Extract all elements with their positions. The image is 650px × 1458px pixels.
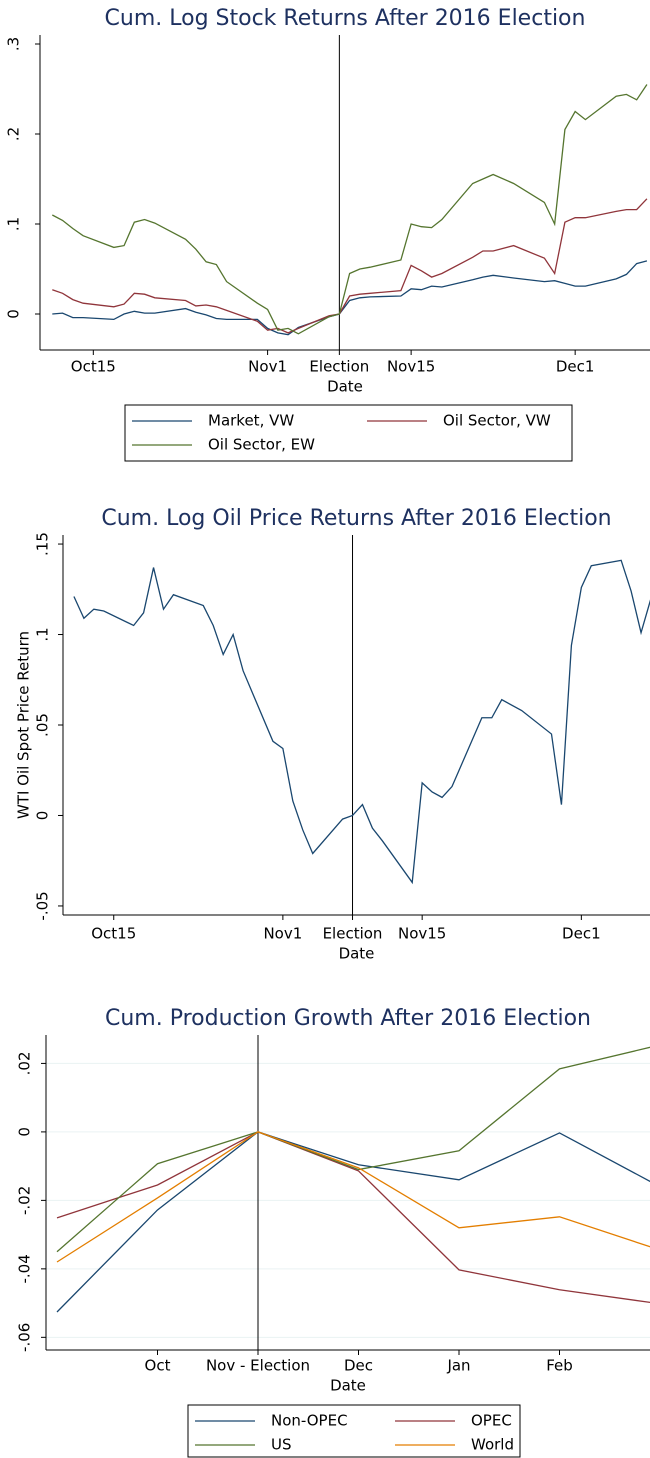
chart-title: Cum. Log Oil Price Returns After 2016 El… — [101, 506, 611, 531]
x-tick-label: Nov15 — [398, 925, 446, 943]
x-tick-label: Election — [323, 925, 383, 943]
y-tick-label: .15 — [34, 532, 52, 556]
series-line — [52, 260, 648, 336]
y-tick-label: .02 — [16, 1051, 34, 1075]
y-axis-title: WTI Oil Spot Price Return — [15, 631, 33, 819]
legend-label: Oil Sector, EW — [208, 436, 315, 454]
x-tick-label: Dec1 — [562, 925, 601, 943]
legend-label: US — [271, 1436, 292, 1454]
legend-label: OPEC — [471, 1412, 512, 1430]
y-tick-label: 0 — [16, 1127, 34, 1137]
x-tick-label: Dec — [344, 1357, 373, 1375]
series-line — [73, 559, 650, 885]
chart-title: Cum. Log Stock Returns After 2016 Electi… — [105, 6, 586, 31]
x-tick-label: Nov - Election — [206, 1357, 310, 1375]
x-tick-label: Jan — [446, 1357, 470, 1375]
series-line — [56, 1131, 650, 1304]
y-tick-label: 0 — [34, 811, 52, 821]
legend-label: Oil Sector, VW — [443, 412, 551, 430]
y-tick-label: 0 — [5, 309, 23, 319]
series-line — [56, 1046, 650, 1253]
legend-box — [187, 1404, 521, 1458]
x-tick-label: Election — [309, 358, 369, 376]
x-tick-label: Nov1 — [263, 925, 302, 943]
y-tick-label: -.04 — [16, 1254, 34, 1283]
y-tick-label: -.02 — [16, 1186, 34, 1215]
series-line — [51, 84, 648, 335]
x-axis-title: Date — [327, 378, 363, 396]
y-tick-label: .05 — [34, 713, 52, 737]
x-tick-label: Feb — [546, 1357, 573, 1375]
x-tick-label: Nov1 — [248, 358, 287, 376]
x-tick-label: Dec1 — [556, 358, 595, 376]
series-line — [56, 1131, 650, 1263]
y-tick-label: .2 — [5, 127, 23, 141]
legend-label: Market, VW — [208, 412, 294, 430]
y-tick-label: -.05 — [34, 891, 52, 920]
legend-box — [124, 404, 573, 462]
x-tick-label: Oct — [145, 1357, 171, 1375]
y-tick-label: -.06 — [16, 1323, 34, 1352]
y-tick-label: .1 — [5, 217, 23, 231]
legend-label: World — [471, 1436, 514, 1454]
x-tick-label: Nov15 — [387, 358, 435, 376]
x-axis-title: Date — [330, 1377, 366, 1395]
y-tick-label: .1 — [34, 627, 52, 641]
y-tick-label: .3 — [5, 37, 23, 51]
chart-title: Cum. Production Growth After 2016 Electi… — [105, 1006, 591, 1031]
series-line — [56, 1131, 650, 1313]
x-tick-label: Oct15 — [71, 358, 116, 376]
series-line — [52, 198, 648, 334]
x-tick-label: Oct15 — [91, 925, 136, 943]
legend-label: Non-OPEC — [271, 1412, 348, 1430]
x-axis-title: Date — [339, 945, 375, 963]
